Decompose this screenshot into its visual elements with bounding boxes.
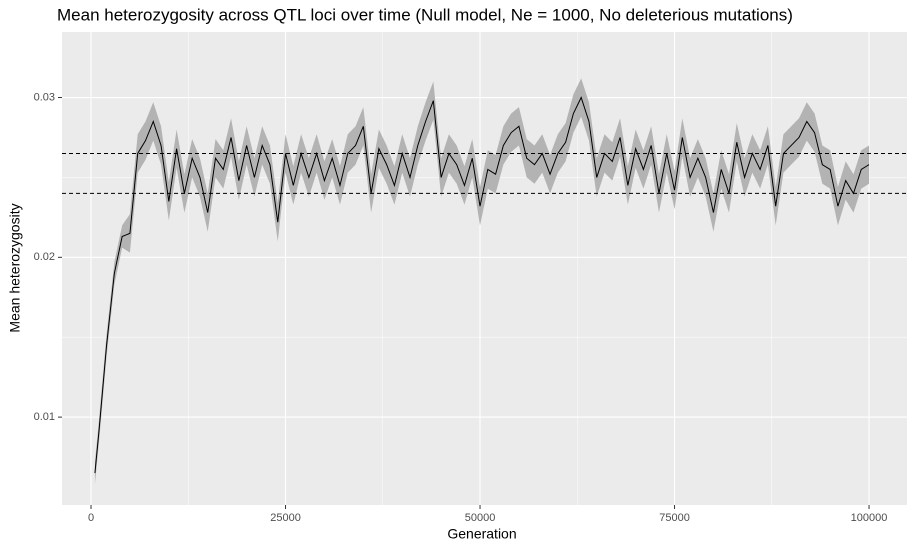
y-tick-label: 0.03 bbox=[34, 91, 55, 103]
x-tick-label: 0 bbox=[88, 512, 94, 524]
y-tick-label: 0.02 bbox=[34, 251, 55, 263]
confidence-ribbon bbox=[94, 78, 870, 485]
y-tick-label: 0.01 bbox=[34, 411, 55, 423]
chart-title: Mean heterozygosity across QTL loci over… bbox=[57, 5, 793, 24]
x-axis-label: Generation bbox=[447, 526, 516, 542]
mean-line bbox=[94, 96, 870, 474]
x-tick-label: 25000 bbox=[270, 512, 301, 524]
plot-panel bbox=[62, 32, 907, 505]
x-tick-label: 100000 bbox=[851, 512, 888, 524]
x-tick-label: 50000 bbox=[465, 512, 496, 524]
x-tick-label: 75000 bbox=[659, 512, 690, 524]
y-axis-label: Mean heterozygosity bbox=[7, 203, 23, 332]
